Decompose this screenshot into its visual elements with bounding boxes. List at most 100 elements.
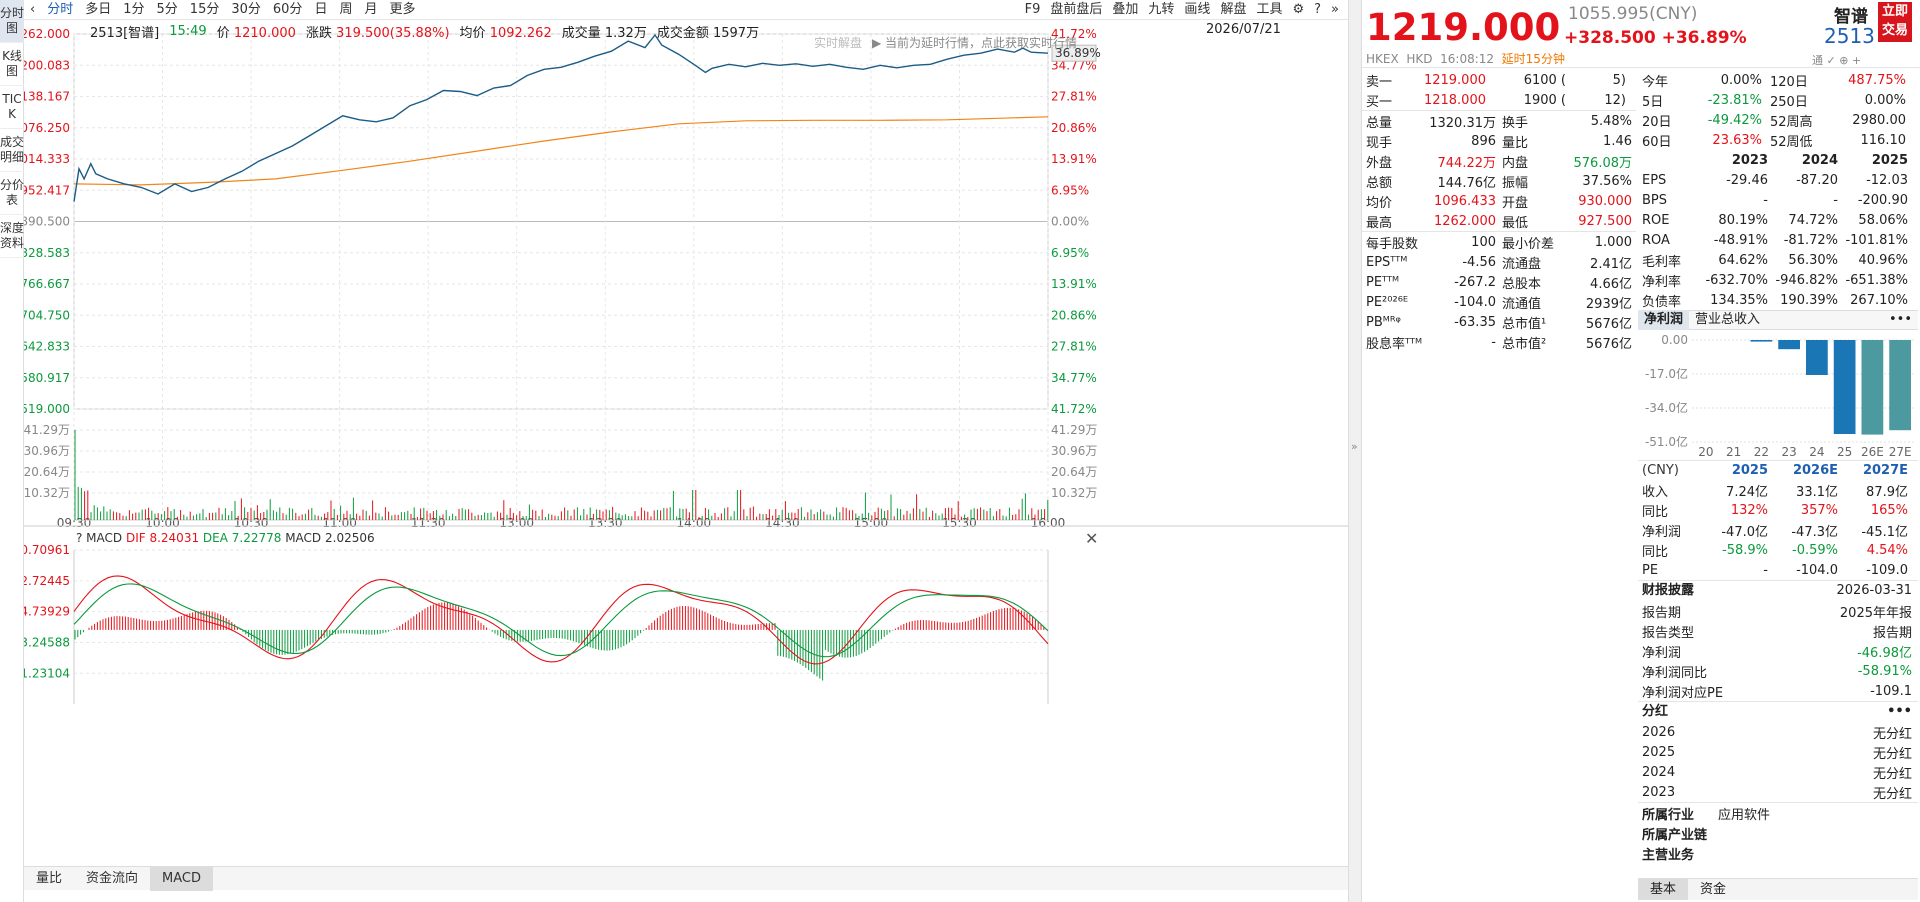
expand-icon[interactable]: » xyxy=(1331,2,1339,17)
orderbook-cell: 5) xyxy=(1612,72,1626,88)
leftnav-1[interactable]: K线图 xyxy=(0,43,24,86)
gear-icon[interactable]: ⚙ xyxy=(1292,2,1305,17)
realtime-link[interactable]: 实时解盘 xyxy=(814,35,862,50)
leftnav-5[interactable]: 深度资料 xyxy=(0,215,24,258)
fin-cell: 净利率 xyxy=(1642,274,1682,290)
perf-row-2: 20日 -49.42% 52周高 2980.00 xyxy=(1638,110,1918,130)
pct-tick: 34.77% xyxy=(1051,371,1097,385)
profit-tab-0[interactable]: 净利润 xyxy=(1638,310,1690,330)
chart-canvas[interactable]: 1262.000 1200.083 1138.167 1076.250 1014.333… xyxy=(24,20,1348,866)
price-tick: 828.583 xyxy=(24,246,70,260)
tool-right-6[interactable]: 工具 xyxy=(1256,2,1283,17)
separator xyxy=(1638,580,1918,581)
tool-0[interactable]: 分时 xyxy=(47,1,74,17)
prev-close: 1055.995(CNY) xyxy=(1568,4,1698,24)
separator xyxy=(1362,110,1636,111)
est-cell: 收入 xyxy=(1642,484,1669,500)
fin-cell: 80.19% xyxy=(1718,212,1768,228)
tool-8[interactable]: 周 xyxy=(339,1,353,17)
tool-1[interactable]: 多日 xyxy=(85,1,112,17)
report-label: 净利润对应PE xyxy=(1642,685,1724,701)
profit-tab-1[interactable]: 营业总收入 xyxy=(1695,312,1761,327)
est-cell: 132% xyxy=(1730,502,1768,518)
stats-cell: 2939亿 xyxy=(1585,296,1632,312)
macd-header: ? MACD DIF 8.24031 DEA 7.22778 MACD 2.02… xyxy=(76,531,375,545)
pct-tick: 0.00% xyxy=(1051,215,1089,229)
dea-line xyxy=(73,583,1049,658)
tool-10[interactable]: 更多 xyxy=(389,1,416,17)
perf-cell: -49.42% xyxy=(1707,112,1762,128)
tool-7[interactable]: 日 xyxy=(314,1,328,17)
code-name: 2513[智谱] xyxy=(90,25,160,41)
stats-row-8: PEᵀᵀᴹ -267.2 总股本 4.66亿 xyxy=(1362,272,1636,292)
pct-tick: 6.95% xyxy=(1051,183,1089,197)
bottom-tab-2[interactable]: MACD xyxy=(150,866,213,891)
leftnav-3[interactable]: 成交明细 xyxy=(0,129,24,172)
price-tick: 1014.333 xyxy=(24,152,70,166)
stats-cell: PBᴹᴿᵠ xyxy=(1366,314,1401,330)
industry-value: 应用软件 xyxy=(1718,807,1771,823)
perf-cell: 23.63% xyxy=(1712,132,1762,148)
stats-cell: 927.500 xyxy=(1578,213,1632,229)
leftnav-4[interactable]: 分价表 xyxy=(0,172,24,215)
est-cell: 87.9亿 xyxy=(1866,484,1908,500)
pct-tick: 13.91% xyxy=(1051,277,1097,291)
fin-cell: -87.20 xyxy=(1796,172,1838,188)
fin-cell: -29.46 xyxy=(1726,172,1768,188)
stats-cell: PE²⁰²⁶ᴱ xyxy=(1366,294,1409,310)
bottom-tab-1[interactable]: 资金流向 xyxy=(86,870,139,886)
quote-icons[interactable]: 通 ✓ ⊕ + xyxy=(1812,54,1862,67)
stats-cell: PEᵀᵀᴹ xyxy=(1366,274,1400,290)
help-icon[interactable]: ? xyxy=(1314,2,1322,17)
stats-cell: 896 xyxy=(1471,133,1496,149)
report-row-1: 报告类型 报告期 xyxy=(1638,621,1918,641)
stats-cell: 量比 xyxy=(1502,135,1529,151)
tool-3[interactable]: 5分 xyxy=(156,1,178,17)
leftnav-0[interactable]: 分时图 xyxy=(0,0,24,43)
separator xyxy=(1638,802,1918,803)
stats-row-1: 现手 896 量比 1.46 xyxy=(1362,131,1636,151)
panel-tab-0[interactable]: 基本 xyxy=(1638,879,1689,900)
vol-tick: 10.32万 xyxy=(24,486,70,500)
tool-6[interactable]: 60分 xyxy=(272,1,303,17)
more-icon[interactable]: ••• xyxy=(1888,312,1912,327)
orderbook-row-0: 卖一 1219.000 6100 (5) xyxy=(1362,70,1636,90)
fin-cell: -946.82% xyxy=(1775,272,1838,288)
tool-right-5[interactable]: 解盘 xyxy=(1220,2,1247,17)
avg-price-line xyxy=(73,116,1049,186)
collapse-icon[interactable]: ‹ xyxy=(30,1,36,17)
dividend-title: 分红 xyxy=(1642,704,1669,719)
orderbook-cell: 1900 ( xyxy=(1523,92,1566,108)
info-chg: 319.500(35.88%) xyxy=(336,25,450,41)
industry-row: 所属行业 应用软件 xyxy=(1638,803,1918,823)
stats-row-3: 总额 144.76亿 振幅 37.56% xyxy=(1362,171,1636,191)
tool-9[interactable]: 月 xyxy=(364,1,378,17)
stock-code: 2513 xyxy=(1824,24,1875,48)
intraday-chart[interactable]: 1262.000 1200.083 1138.167 1076.250 1014.333… xyxy=(24,20,1348,870)
tool-2[interactable]: 1分 xyxy=(123,1,145,17)
leftnav-2[interactable]: TICK xyxy=(0,86,24,129)
tool-4[interactable]: 15分 xyxy=(189,1,220,17)
panel-divider[interactable]: » xyxy=(1348,0,1362,902)
panel-tab-1[interactable]: 资金 xyxy=(1700,882,1727,897)
collapse-panel-icon[interactable]: » xyxy=(1351,440,1358,453)
separator xyxy=(1638,701,1918,702)
more-icon[interactable]: ••• xyxy=(1887,704,1912,719)
trade-button[interactable]: 立即交易 xyxy=(1878,2,1912,42)
stats-cell: 总市值² xyxy=(1502,336,1547,352)
dividend-value: 无分红 xyxy=(1872,766,1912,782)
fundamentals-column: 今年 0.00% 120日 487.75% 5日 -23.81% 250日 0.00% 20日 -… xyxy=(1638,70,1918,863)
stats-row-9: PE²⁰²⁶ᴱ -104.0 流通值 2939亿 xyxy=(1362,292,1636,312)
delay-notice[interactable]: ▶ 当前为延时行情，点此获取实时行情 xyxy=(872,35,1077,50)
tool-right-3[interactable]: 九转 xyxy=(1148,2,1175,17)
profit-tabs: 净利润 营业总收入 ••• xyxy=(1638,310,1918,330)
tool-right-4[interactable]: 画线 xyxy=(1184,2,1211,17)
tool-right-2[interactable]: 叠加 xyxy=(1112,2,1139,17)
chain-row: 所属产业链 xyxy=(1638,823,1918,843)
stats-cell: -63.35 xyxy=(1454,314,1496,330)
tool-5[interactable]: 30分 xyxy=(231,1,261,17)
tool-right-1[interactable]: 盘前盘后 xyxy=(1050,2,1103,17)
tool-right-0[interactable]: F9 xyxy=(1024,2,1041,17)
delay-note: 延时15分钟 xyxy=(1501,52,1565,66)
bottom-tab-0[interactable]: 量比 xyxy=(36,870,63,886)
